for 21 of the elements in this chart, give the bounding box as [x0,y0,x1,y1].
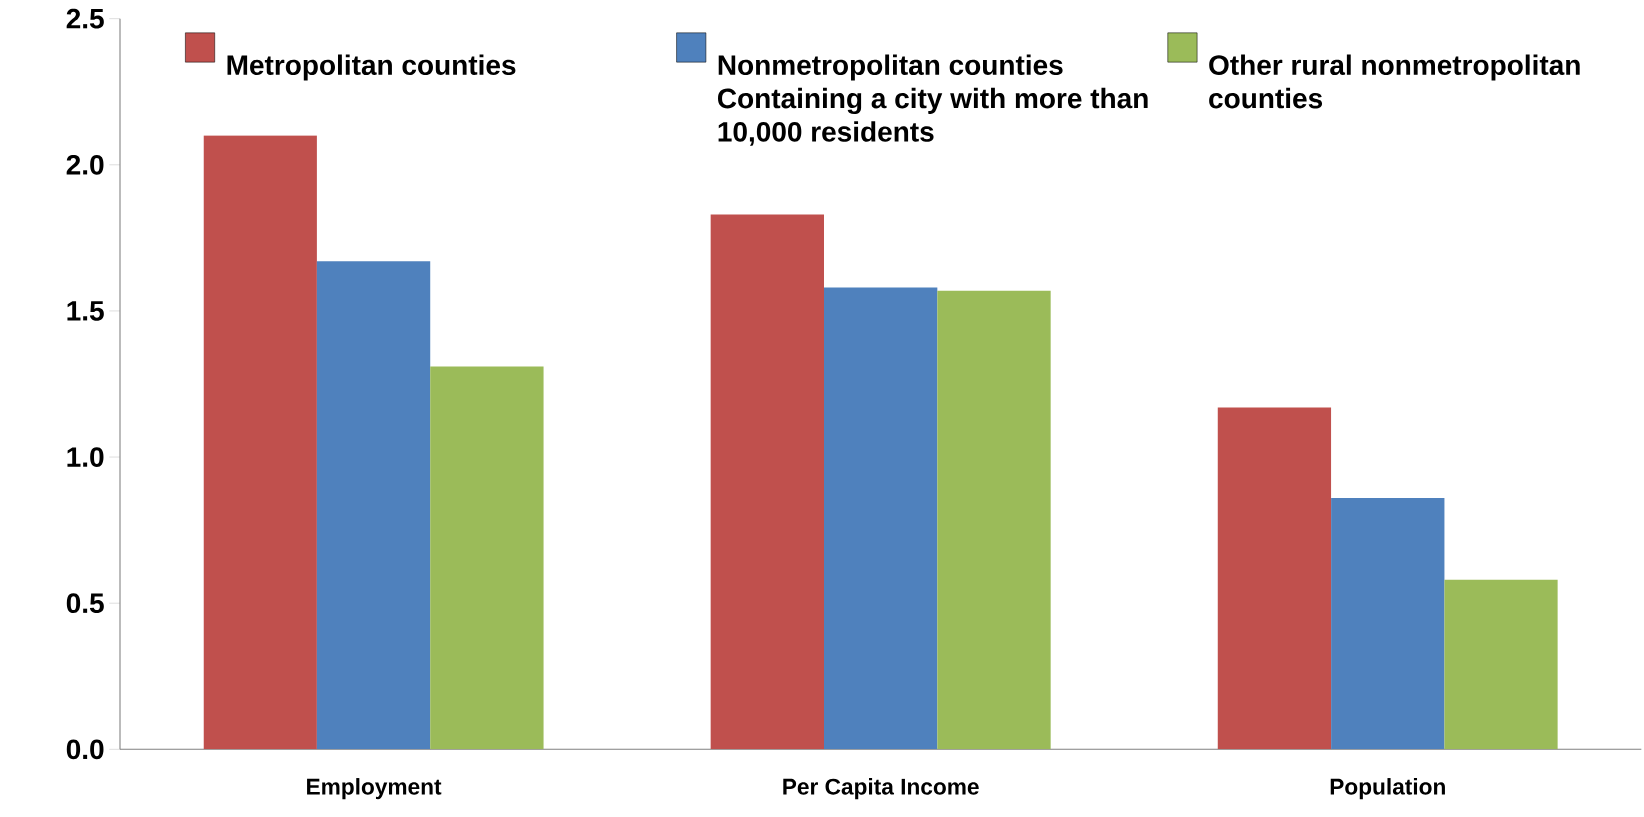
bar [1331,497,1445,750]
y-tick-label: 2.0 [66,154,104,175]
bar [937,290,1051,750]
bar [203,135,317,750]
bar [316,261,431,750]
legend-label: Other rural nonmetropolitan counties [1209,54,1580,109]
x-tick-label: Population [1330,778,1445,800]
bar [710,214,824,750]
bar [1444,579,1558,750]
y-tick-label: 2.5 [66,8,104,29]
x-tick-label: Employment [307,778,442,800]
x-tick-label: Per Capita Income [783,778,979,800]
legend-label: Metropolitan counties [227,54,516,81]
y-tick-label: 1.0 [67,447,104,467]
bar [824,287,938,750]
y-tick-label: 0.0 [66,739,104,760]
y-tick-label: 1.5 [67,301,104,321]
y-tick-label: 0.5 [66,593,104,614]
legend-label: Nonmetropolitan counties Containing a city with more than 10,000 residents [718,54,1148,146]
bar [1217,407,1332,750]
bar [430,366,544,750]
